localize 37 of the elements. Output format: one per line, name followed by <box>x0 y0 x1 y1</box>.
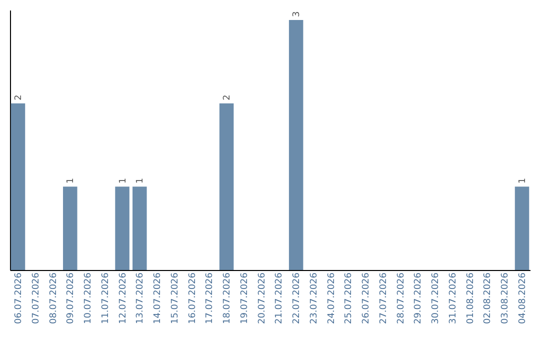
x-tick-label: 01.08.2026 <box>466 272 476 324</box>
x-tick-label: 06.07.2026 <box>14 272 24 324</box>
x-tick-label: 04.08.2026 <box>518 272 528 324</box>
data-label: 1 <box>118 178 128 184</box>
x-tick-label: 29.07.2026 <box>414 272 424 324</box>
x-tick-label: 26.07.2026 <box>362 272 372 324</box>
x-tick-label: 07.07.2026 <box>31 272 42 324</box>
data-label: 1 <box>66 178 76 184</box>
x-tick-label: 02.08.2026 <box>483 272 494 324</box>
x-tick-label: 18.07.2026 <box>222 272 233 324</box>
data-label: 3 <box>292 11 302 17</box>
x-tick-label: 30.07.2026 <box>431 272 442 324</box>
x-tick-label: 27.07.2026 <box>378 272 389 324</box>
x-tick-label: 19.07.2026 <box>240 272 250 324</box>
x-tick-label: 03.08.2026 <box>500 272 511 324</box>
x-tick-label: 28.07.2026 <box>396 272 406 324</box>
x-tick-label: 14.07.2026 <box>153 272 164 324</box>
x-tick-label: 25.07.2026 <box>344 272 354 324</box>
x-tick-label: 23.07.2026 <box>309 272 320 324</box>
x-tick-label: 22.07.2026 <box>292 272 302 324</box>
x-tick-label: 15.07.2026 <box>170 272 180 324</box>
x-tick-label: 16.07.2026 <box>188 272 198 324</box>
x-tick-label: 08.07.2026 <box>48 272 59 324</box>
x-tick-label: 24.07.2026 <box>326 272 337 324</box>
x-tick-label: 13.07.2026 <box>136 272 146 324</box>
x-tick-label: 20.07.2026 <box>257 272 268 324</box>
x-tick-label: 09.07.2026 <box>66 272 76 324</box>
x-tick-label: 17.07.2026 <box>205 272 216 324</box>
x-tick-label: 10.07.2026 <box>84 272 94 324</box>
x-tick-label: 21.07.2026 <box>274 272 285 324</box>
data-label: 2 <box>14 94 24 100</box>
x-tick-label: 12.07.2026 <box>118 272 128 324</box>
data-label: 2 <box>222 94 233 100</box>
data-label: 1 <box>518 178 528 184</box>
x-tick-label: 31.07.2026 <box>448 272 458 324</box>
x-tick-label: 11.07.2026 <box>100 272 111 324</box>
data-label: 1 <box>136 178 146 184</box>
